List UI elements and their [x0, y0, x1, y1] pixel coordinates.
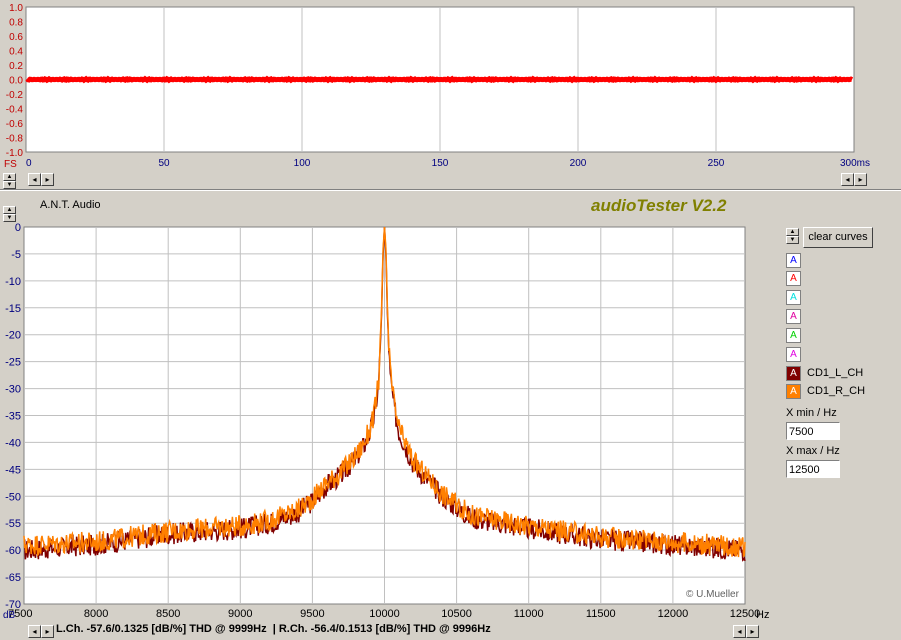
scroll-right-icon[interactable]: ▸: [41, 173, 54, 186]
top-x-tick-label: 300ms: [840, 158, 870, 169]
spectrum-y-tick-label: -50: [5, 491, 21, 503]
spectrum-y-tick-label: -45: [5, 464, 21, 476]
oscilloscope-chart: 1.0 0.8 0.6 0.4 0.2 0.0 -0.2 -0.4 -0.6 -0.8 -1.0 0…: [4, 3, 870, 170]
spinner-down-icon[interactable]: ▼: [786, 236, 799, 244]
curve-5-button[interactable]: A: [786, 328, 801, 343]
top-zoom-spinner[interactable]: ▲ ▼: [3, 173, 16, 189]
top-y-tick-label: -0.4: [6, 105, 24, 116]
curve-3-button[interactable]: A: [786, 290, 801, 305]
spectrum-y-tick-label: 0: [15, 222, 21, 234]
scroll-right-icon[interactable]: ▸: [746, 625, 759, 638]
device-label: A.N.T. Audio: [40, 199, 101, 211]
splitter[interactable]: [0, 189, 901, 191]
spectrum-x-tick-label: 10500: [441, 608, 472, 620]
clear-curves-button[interactable]: clear curves: [803, 227, 873, 248]
top-x-tick-label: 0: [26, 158, 32, 169]
top-y-tick-label: 0.0: [9, 76, 23, 87]
spectrum-y-tick-label: -15: [5, 303, 21, 315]
status-text: L.Ch. -57.6/0.1325 [dB/%] THD @ 9999Hz |…: [56, 623, 491, 635]
spectrum-series-cd1_r_ch: [23, 226, 746, 558]
spectrum-chart: 0 -5 -10 -15 -20 -25 -30 -35 -40 -45 -50 -55 -60 -65 -…: [3, 222, 769, 621]
top-y-tick-label: 0.8: [9, 18, 23, 29]
spectrum-y-tick-label: -60: [5, 545, 21, 557]
curve-spinner[interactable]: ▲ ▼: [786, 228, 799, 244]
spectrum-y-unit: dB: [3, 610, 16, 621]
spinner-down-icon[interactable]: ▼: [3, 181, 16, 189]
xmax-input[interactable]: 12500: [786, 460, 840, 478]
top-y-tick-label: 1.0: [9, 3, 23, 14]
spectrum-y-tick-label: -30: [5, 384, 21, 396]
curve-7-label: CD1_L_CH: [807, 367, 864, 379]
spinner-up-icon[interactable]: ▲: [3, 173, 16, 181]
spinner-down-icon[interactable]: ▼: [3, 214, 16, 222]
curve-2-button[interactable]: A: [786, 271, 801, 286]
spectrum-x-tick-label: 11000: [514, 608, 544, 620]
scroll-left-icon[interactable]: ◂: [733, 625, 746, 638]
top-x-tick-label: 50: [158, 158, 170, 169]
spectrum-x-tick-label: 7500: [8, 608, 32, 620]
xmin-input[interactable]: 7500: [786, 422, 840, 440]
xmax-label: X max / Hz: [786, 445, 840, 457]
curve-8-button[interactable]: A: [786, 384, 801, 399]
top-y-tick-label: 0.2: [9, 61, 23, 72]
spectrum-y-tick-label: -65: [5, 572, 21, 584]
spinner-up-icon[interactable]: ▲: [786, 228, 799, 236]
spectrum-x-tick-label: 9000: [228, 608, 252, 620]
top-y-tick-label: 0.6: [9, 32, 23, 43]
spectrum-y-tick-label: -25: [5, 357, 21, 369]
curve-7-button[interactable]: A: [786, 366, 801, 381]
spectrum-x-tick-label: 12000: [658, 608, 689, 620]
spectrum-y-tick-label: -70: [5, 599, 21, 611]
spectrum-x-tick-label: 8000: [84, 608, 108, 620]
spectrum-x-unit: Hz: [756, 609, 769, 621]
top-y-tick-label: -0.2: [6, 90, 24, 101]
spectrum-y-tick-label: -35: [5, 411, 21, 423]
top-x-tick-label: 150: [432, 158, 449, 169]
spectrum-y-tick-label: -55: [5, 518, 21, 530]
scroll-left-icon[interactable]: ◂: [28, 625, 41, 638]
spectrum-y-tick-label: -5: [11, 249, 21, 261]
spinner-up-icon[interactable]: ▲: [3, 206, 16, 214]
top-y-unit: FS: [4, 159, 17, 170]
top-y-tick-label: -1.0: [6, 148, 24, 159]
curve-8-label: CD1_R_CH: [807, 385, 866, 397]
spectrum-y-tick-label: -20: [5, 330, 21, 342]
spectrum-x-tick-label: 10000: [369, 608, 400, 620]
spectrum-y-tick-label: -10: [5, 276, 21, 288]
app-title: audioTester V2.2: [591, 196, 727, 215]
scroll-left-icon[interactable]: ◂: [28, 173, 41, 186]
spectrum-x-tick-label: 11500: [586, 608, 616, 620]
oscilloscope-signal: [25, 75, 854, 84]
curve-6-button[interactable]: A: [786, 347, 801, 362]
xmin-label: X min / Hz: [786, 407, 837, 419]
curve-4-button[interactable]: A: [786, 309, 801, 324]
scroll-right-icon[interactable]: ▸: [41, 625, 54, 638]
top-x-tick-label: 100: [294, 158, 311, 169]
top-x-tick-label: 200: [570, 158, 587, 169]
curve-1-button[interactable]: A: [786, 253, 801, 268]
scroll-left-icon[interactable]: ◂: [841, 173, 854, 186]
top-x-tick-label: 250: [708, 158, 725, 169]
copyright-label: © U.Mueller: [686, 589, 740, 600]
top-y-tick-label: -0.8: [6, 134, 24, 145]
spectrum-x-tick-label: 12500: [730, 608, 761, 620]
top-y-tick-label: -0.6: [6, 119, 24, 130]
spectrum-y-tick-label: -40: [5, 437, 21, 449]
spectrum-x-tick-label: 9500: [300, 608, 324, 620]
top-y-tick-label: 0.4: [9, 47, 23, 58]
spectrum-zoom-spinner[interactable]: ▲ ▼: [3, 206, 16, 222]
spectrum-x-tick-label: 8500: [156, 608, 180, 620]
scroll-right-icon[interactable]: ▸: [854, 173, 867, 186]
